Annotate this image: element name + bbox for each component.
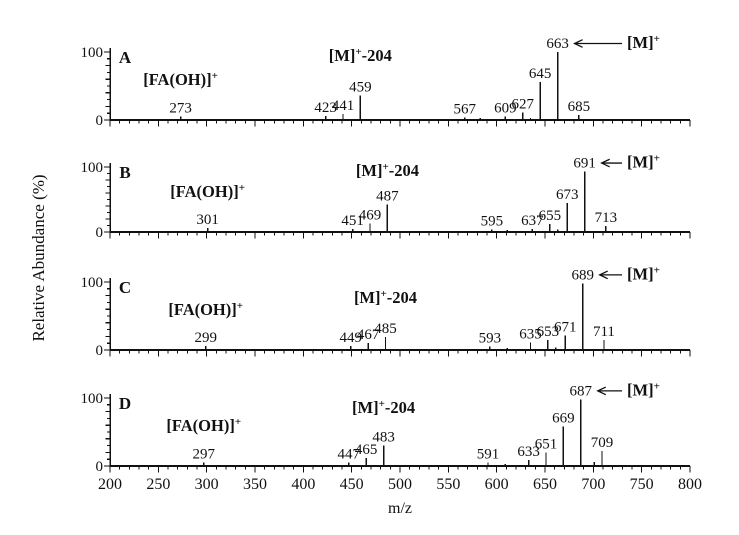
x-tick-label: 700 <box>581 476 605 493</box>
peak-label-B-655: 655 <box>539 208 562 224</box>
x-tick-label: 450 <box>340 476 364 493</box>
peak-label-A-423: 423 <box>314 100 337 116</box>
molecular-ion-annotation-A: [M]+ <box>627 33 660 52</box>
x-tick-label: 800 <box>678 476 702 493</box>
peak-label-D-465: 465 <box>355 442 378 458</box>
loss-204-annotation-C: [M]+-204 <box>354 288 417 307</box>
fa-oh-annotation-C: [FA(OH)]+ <box>168 300 243 319</box>
peak-label-C-467: 467 <box>357 327 380 343</box>
peak-label-B-469: 469 <box>359 208 382 224</box>
x-tick-label: 550 <box>436 476 460 493</box>
y-tick-label-100: 100 <box>81 160 104 176</box>
peak-label-C-653: 653 <box>537 324 560 340</box>
arrowhead-icon <box>600 158 610 168</box>
x-tick-label: 300 <box>195 476 219 493</box>
peak-label-D-483: 483 <box>372 430 395 446</box>
peak-label-C-449: 449 <box>339 330 362 346</box>
peak-label-D-651: 651 <box>535 436 558 452</box>
peak-label-B-301: 301 <box>196 212 219 228</box>
molecular-ion-annotation-C: [M]+ <box>627 264 660 283</box>
y-tick-label-0: 0 <box>96 225 104 241</box>
loss-204-annotation-B: [M]+-204 <box>356 161 419 180</box>
arrowhead-icon <box>573 39 583 48</box>
peak-label-C-689: 689 <box>571 267 594 283</box>
molecular-ion-annotation-D: [M]+ <box>627 380 660 399</box>
peak-label-C-593: 593 <box>479 331 502 347</box>
x-tick-label: 500 <box>388 476 412 493</box>
peak-label-C-299: 299 <box>194 330 217 346</box>
y-axis-title: Relative Abundance (%) <box>29 174 48 341</box>
peak-label-D-297: 297 <box>193 447 216 463</box>
x-axis-title: m/z <box>388 500 412 517</box>
y-tick-label-0: 0 <box>96 459 104 475</box>
peak-label-B-451: 451 <box>341 213 364 229</box>
peak-label-C-711: 711 <box>593 324 615 340</box>
peak-label-B-691: 691 <box>573 156 596 172</box>
y-tick-label-100: 100 <box>81 275 104 291</box>
loss-204-annotation-D: [M]+-204 <box>352 398 415 417</box>
peak-label-A-663: 663 <box>546 36 569 52</box>
molecular-ion-annotation-B: [M]+ <box>627 153 660 172</box>
x-tick-label: 200 <box>98 476 122 493</box>
fa-oh-annotation-A: [FA(OH)]+ <box>143 70 218 89</box>
arrowhead-icon <box>598 270 608 280</box>
x-tick-label: 250 <box>146 476 170 493</box>
peak-label-A-685: 685 <box>568 99 591 115</box>
x-tick-label: 750 <box>630 476 654 493</box>
peak-label-A-441: 441 <box>332 98 355 114</box>
loss-204-annotation-A: [M]+-204 <box>329 46 392 65</box>
peak-label-C-671: 671 <box>554 320 577 336</box>
peak-label-A-627: 627 <box>512 97 535 113</box>
peak-label-D-633: 633 <box>517 444 540 460</box>
fa-oh-annotation-B: [FA(OH)]+ <box>170 182 245 201</box>
y-tick-label-100: 100 <box>81 45 104 61</box>
x-tick-label: 600 <box>485 476 509 493</box>
peak-label-C-485: 485 <box>374 321 397 337</box>
peak-label-D-669: 669 <box>552 411 575 427</box>
peak-label-A-645: 645 <box>529 66 552 82</box>
x-tick-label: 400 <box>291 476 315 493</box>
peak-label-D-687: 687 <box>570 383 593 399</box>
peak-label-A-567: 567 <box>454 101 477 117</box>
peak-label-B-637: 637 <box>521 213 544 229</box>
x-tick-label: 350 <box>243 476 267 493</box>
y-tick-label-0: 0 <box>96 343 104 359</box>
arrowhead-icon <box>596 386 607 396</box>
panel-letter-C: C <box>119 278 131 297</box>
fa-oh-annotation-D: [FA(OH)]+ <box>166 416 241 435</box>
panel-letter-D: D <box>119 394 131 413</box>
peak-label-B-713: 713 <box>595 210 618 226</box>
peak-label-B-595: 595 <box>481 213 504 229</box>
panel-letter-A: A <box>119 48 132 67</box>
y-tick-label-0: 0 <box>96 113 104 129</box>
y-tick-label-100: 100 <box>81 391 104 407</box>
peak-label-A-273: 273 <box>169 101 192 117</box>
peak-label-D-709: 709 <box>591 435 614 451</box>
x-tick-label: 650 <box>533 476 557 493</box>
peak-label-B-673: 673 <box>556 187 579 203</box>
peak-label-A-609: 609 <box>494 101 517 117</box>
peak-label-C-635: 635 <box>519 327 542 343</box>
peak-label-D-591: 591 <box>477 447 500 463</box>
peak-label-D-447: 447 <box>338 447 361 463</box>
peak-label-B-487: 487 <box>376 189 399 205</box>
peak-label-A-459: 459 <box>349 80 372 96</box>
panel-letter-B: B <box>119 163 130 182</box>
